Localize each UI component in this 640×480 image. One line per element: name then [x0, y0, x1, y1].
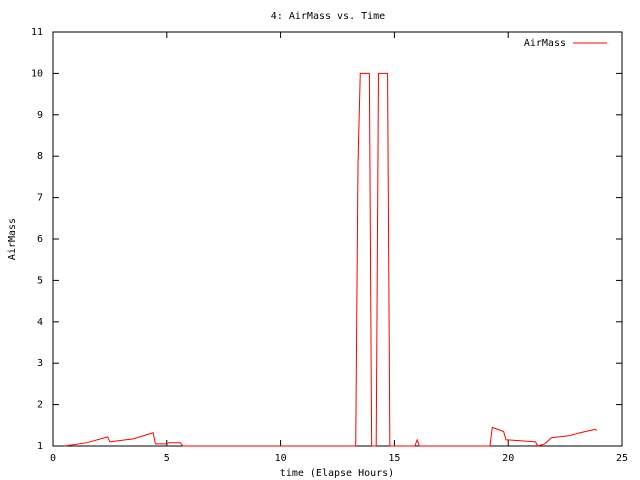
chart-title: 4: AirMass vs. Time	[271, 11, 385, 22]
y-tick-label: 2	[37, 400, 43, 411]
y-tick-label: 10	[31, 68, 43, 79]
y-tick-label: 5	[37, 275, 43, 286]
x-axis-label: time (Elapse Hours)	[280, 468, 394, 479]
y-tick-label: 1	[37, 441, 43, 452]
x-tick-label: 25	[616, 453, 628, 464]
x-tick-label: 5	[164, 453, 170, 464]
y-tick-label: 9	[37, 110, 43, 121]
y-tick-label: 11	[31, 27, 43, 38]
x-tick-label: 20	[502, 453, 514, 464]
x-tick-label: 10	[275, 453, 287, 464]
y-tick-label: 6	[37, 234, 43, 245]
line-series	[64, 72, 598, 447]
y-axis-label: AirMass	[7, 218, 18, 260]
y-tick-label: 4	[37, 317, 43, 328]
x-tick-label: 0	[50, 453, 56, 464]
y-tick-label: 7	[37, 193, 43, 204]
x-tick-label: 15	[388, 453, 400, 464]
legend-label: AirMass	[524, 38, 566, 49]
y-tick-label: 3	[37, 358, 43, 369]
y-tick-label: 8	[37, 151, 43, 162]
